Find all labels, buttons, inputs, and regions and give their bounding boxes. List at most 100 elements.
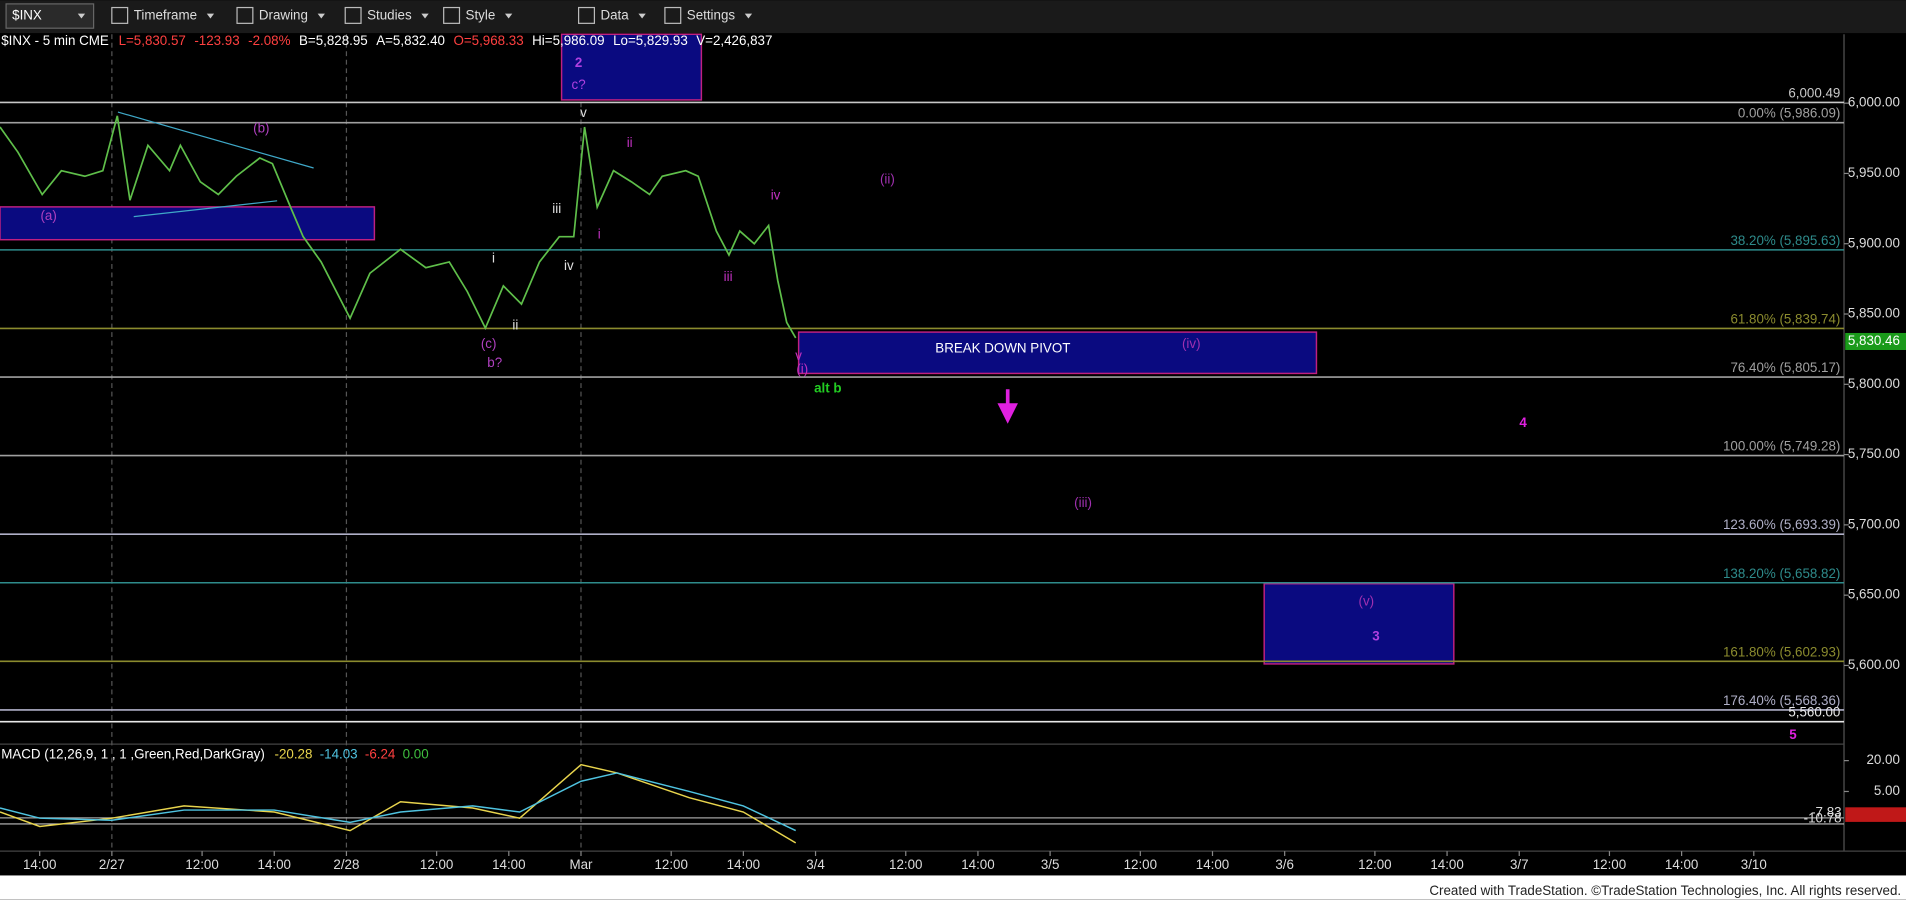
trendline [133, 200, 278, 218]
zone-box [1263, 582, 1455, 665]
level-label: 5,560.00 [1788, 705, 1840, 720]
wave-label: (iii) [1074, 495, 1092, 510]
macd-reading: -6.24 [365, 747, 396, 762]
toolbar [0, 0, 1906, 34]
macd-level-label: -10.78 [1804, 811, 1842, 826]
wave-label: (b) [253, 121, 269, 136]
y-tick-label: 5,750.00 [1848, 446, 1900, 461]
toolbar-item[interactable]: Studies [367, 8, 412, 23]
x-tick-label: 14:00 [492, 857, 525, 872]
macd-line [0, 763, 797, 844]
y-tick-label: 5,600.00 [1848, 657, 1900, 672]
toolbar-item[interactable]: Timeframe [134, 8, 197, 23]
macd-tag [1845, 807, 1906, 822]
dropdown-arrow [421, 13, 429, 19]
y-tick-label: 5,700.00 [1848, 516, 1900, 531]
x-tick-label: 14:00 [258, 857, 291, 872]
level-label: 76.40% (5,805.17) [1730, 360, 1840, 375]
toolbar-icon [577, 6, 596, 24]
wave-label: (c) [481, 336, 497, 351]
level-label: 138.20% (5,658.82) [1723, 566, 1840, 581]
dropdown-arrow [638, 13, 646, 19]
dropdown-arrow [744, 13, 753, 19]
level-label: 38.20% (5,895.63) [1730, 233, 1840, 248]
wave-label: 2 [575, 55, 582, 70]
symbol[interactable]: $INX [12, 8, 42, 23]
x-tick-label: 12:00 [889, 857, 922, 872]
zone-box [0, 206, 376, 241]
dropdown-arrow [317, 13, 325, 19]
wave-label: 5 [1789, 727, 1797, 742]
x-tick-label: 14:00 [23, 857, 56, 872]
zone-box [560, 33, 703, 101]
x-tick-label: 12:00 [1358, 857, 1391, 872]
last-price-label: 5,830.46 [1848, 333, 1900, 348]
wave-label: b? [487, 355, 502, 370]
symbol-box[interactable] [5, 3, 95, 29]
x-tick-label: 14:00 [1665, 857, 1698, 872]
wave-label: (v) [1359, 593, 1375, 608]
y-tick-label: 5,800.00 [1848, 376, 1900, 391]
wave-label: v [795, 348, 802, 363]
quote-field: L=5,830.57 [119, 33, 186, 48]
zone-box [797, 331, 1318, 375]
last-price-tag [1845, 332, 1906, 350]
wave-label: (a) [40, 208, 56, 223]
dropdown-arrow [504, 13, 513, 19]
macd-reading: 0.00 [403, 747, 429, 762]
wave-label: c? [572, 77, 586, 92]
quote-field: Hi=5,986.09 [532, 33, 604, 48]
x-tick-label: 14:00 [727, 857, 760, 872]
macd-title: MACD (12,26,9, 1 , 1 ,Green,Red,DarkGray… [1, 747, 265, 762]
toolbar-item[interactable]: Drawing [259, 8, 308, 23]
x-tick-label: 12:00 [1593, 857, 1626, 872]
y-tick-label: 5,650.00 [1848, 587, 1900, 602]
x-tick-label: 3/7 [1510, 857, 1529, 872]
level-label: 123.60% (5,693.39) [1723, 517, 1840, 532]
quote-field: A=5,832.40 [376, 33, 445, 48]
quote-field: -2.08% [248, 33, 290, 48]
y-tick-label: 6,000.00 [1848, 95, 1900, 110]
quote-field: B=5,828.95 [299, 33, 368, 48]
price-line [0, 115, 797, 339]
toolbar-item[interactable]: Settings [687, 8, 736, 23]
level-label: 176.40% (5,568.36) [1723, 693, 1840, 708]
x-tick-label: 3/4 [806, 857, 825, 872]
level-label: 61.80% (5,839.74) [1730, 311, 1840, 326]
x-tick-label: 14:00 [1430, 857, 1463, 872]
level-label: 0.00% (5,986.09) [1738, 106, 1841, 121]
x-tick-label: 3/5 [1041, 857, 1060, 872]
footer-bar [0, 875, 1906, 900]
y-tick-label: 5,950.00 [1848, 165, 1900, 180]
x-tick-label: 3/6 [1275, 857, 1294, 872]
wave-label: 4 [1519, 415, 1527, 430]
toolbar-item[interactable]: Style [466, 8, 496, 23]
wave-label: alt b [814, 381, 841, 396]
x-tick-label: 3/10 [1741, 857, 1767, 872]
macd-reading: -20.28 [275, 747, 313, 762]
x-tick-label: Mar [569, 857, 593, 872]
x-tick-label: 12:00 [185, 857, 218, 872]
y-tick-label: 20.00 [1866, 752, 1899, 767]
quote-field: -123.93 [194, 33, 239, 48]
wave-label: (i) [796, 361, 808, 376]
dropdown-arrow [206, 13, 215, 19]
wave-label: v [580, 105, 587, 120]
footer: Created with TradeStation. ©TradeStation… [1429, 883, 1901, 898]
x-tick-label: 14:00 [1196, 857, 1229, 872]
macd-line [0, 772, 797, 832]
wave-label: (iv) [1182, 336, 1201, 351]
x-tick-label: 12:00 [654, 857, 687, 872]
wave-label: ii [627, 135, 633, 150]
x-tick-label: 12:00 [1124, 857, 1157, 872]
wave-label: i [492, 251, 495, 266]
chart-title: $INX - 5 min CME [1, 33, 109, 48]
x-tick-label: 2/27 [99, 857, 125, 872]
toolbar-icon [443, 6, 461, 24]
y-tick-label: 5.00 [1874, 783, 1900, 798]
toolbar-item[interactable]: Data [600, 8, 629, 23]
quote-field: O=5,968.33 [453, 33, 523, 48]
